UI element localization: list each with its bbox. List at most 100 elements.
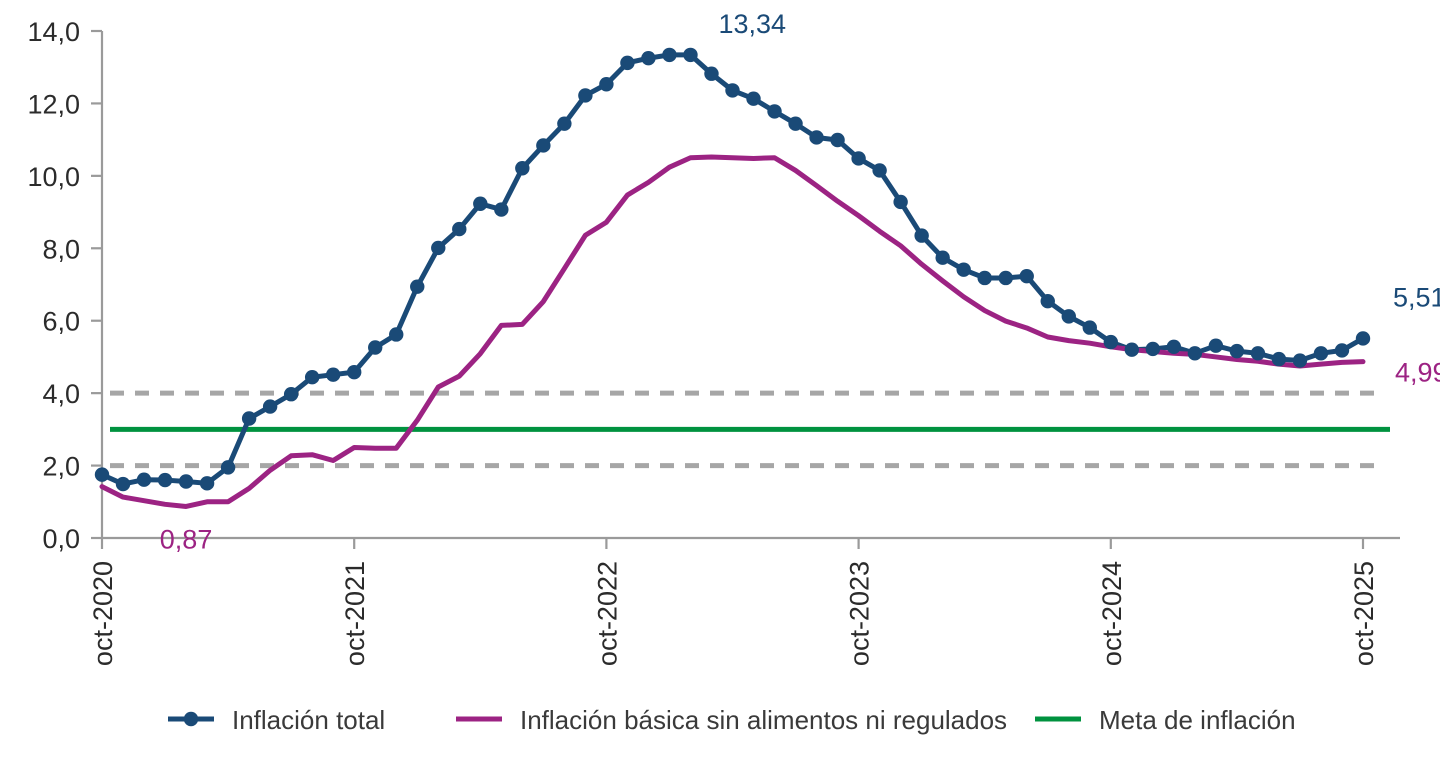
data-point-marker — [683, 47, 698, 63]
data-point-marker — [410, 279, 425, 294]
y-axis-tick-label: 6,0 — [42, 307, 80, 337]
legend-swatch-marker — [183, 711, 199, 727]
end-basica-label: 4,99 — [1395, 357, 1440, 387]
data-point-marker — [1250, 346, 1266, 361]
x-axis-tick-label: oct-2023 — [845, 561, 875, 666]
series-line-inflacion-basica — [99, 154, 1366, 509]
reference-lines-group — [110, 390, 1385, 469]
data-point-marker — [872, 163, 887, 178]
data-point-marker — [935, 250, 950, 265]
start-basica-label: 0,87 — [160, 524, 213, 554]
legend-item-label: Inflación básica sin alimentos ni regula… — [520, 705, 1007, 735]
data-point-marker — [431, 240, 446, 256]
data-annotations-group: 0,87 13,34 5,51 4,99 — [160, 9, 1440, 555]
legend-item-label: Meta de inflación — [1099, 705, 1296, 735]
y-axis-group: 0,0 2,0 4,0 6,0 8,0 10,0 12,0 14,0 — [27, 17, 104, 554]
data-point-marker — [536, 138, 551, 153]
data-point-marker — [1208, 338, 1224, 353]
data-point-marker — [325, 367, 341, 382]
data-point-marker — [599, 77, 614, 92]
data-point-marker — [641, 50, 656, 66]
data-point-marker — [1166, 339, 1182, 354]
legend-item-inflacion-total[interactable]: Inflación total — [168, 705, 385, 735]
data-point-marker — [157, 472, 173, 488]
data-point-marker — [1229, 343, 1245, 359]
data-point-marker — [1061, 309, 1076, 324]
y-axis-tick-label: 14,0 — [27, 17, 80, 47]
data-point-marker — [893, 194, 908, 210]
data-point-marker — [1124, 342, 1140, 357]
data-point-marker — [1334, 343, 1350, 358]
data-point-marker — [914, 228, 929, 243]
y-axis-tick-label: 8,0 — [42, 234, 80, 264]
data-point-marker — [94, 467, 110, 482]
x-axis-group: oct-2020 oct-2021 oct-2022 oct-2023 oct-2024… — [88, 536, 1400, 666]
x-axis-tick-label: oct-2020 — [88, 561, 118, 666]
x-axis-ticks — [100, 538, 1365, 549]
data-point-marker — [178, 474, 194, 489]
data-point-marker — [199, 476, 215, 491]
data-point-marker — [452, 221, 467, 237]
data-point-marker — [262, 399, 278, 414]
data-point-marker — [746, 91, 761, 106]
x-axis-tick-label: oct-2021 — [340, 561, 370, 666]
data-point-marker — [1355, 331, 1371, 346]
data-point-marker — [1103, 334, 1119, 350]
x-axis-tick-label: oct-2024 — [1097, 561, 1127, 666]
data-point-marker — [557, 116, 572, 131]
end-total-label: 5,51 — [1393, 282, 1440, 312]
data-point-marker — [515, 161, 530, 176]
data-point-marker — [1040, 293, 1055, 309]
data-point-marker — [220, 460, 236, 475]
data-point-marker — [767, 104, 782, 119]
data-point-marker — [1292, 353, 1308, 368]
chart-legend: Inflación total Inflación básica sin alim… — [168, 705, 1296, 735]
data-point-marker — [998, 270, 1013, 286]
series-markers-group — [94, 47, 1371, 492]
data-point-marker — [368, 340, 383, 355]
data-point-marker — [136, 472, 152, 487]
series-lines-group — [99, 52, 1366, 509]
legend-item-meta-inflacion[interactable]: Meta de inflación — [1035, 705, 1296, 735]
data-point-marker — [1271, 351, 1287, 367]
data-point-marker — [725, 83, 740, 98]
y-axis-ticks — [91, 29, 102, 540]
y-axis-tick-labels: 0,0 2,0 4,0 6,0 8,0 10,0 12,0 14,0 — [27, 17, 80, 554]
data-point-marker — [494, 202, 509, 217]
data-point-marker — [578, 88, 593, 103]
legend-item-label: Inflación total — [232, 705, 385, 735]
data-point-marker — [1313, 346, 1329, 361]
data-point-marker — [473, 196, 488, 211]
data-point-marker — [830, 132, 845, 148]
data-point-marker — [662, 47, 677, 63]
data-point-marker — [241, 411, 257, 426]
data-point-marker — [809, 130, 824, 145]
data-point-marker — [1187, 346, 1203, 361]
x-axis-tick-label: oct-2025 — [1349, 561, 1379, 666]
x-axis-tick-labels: oct-2020 oct-2021 oct-2022 oct-2023 oct-2024… — [88, 561, 1379, 666]
series-line-inflacion-total — [99, 52, 1366, 487]
data-point-marker — [788, 116, 803, 131]
peak-total-label: 13,34 — [718, 9, 786, 39]
data-point-marker — [620, 55, 635, 71]
y-axis-tick-label: 0,0 — [42, 524, 80, 554]
data-point-marker — [977, 270, 992, 286]
y-axis-tick-label: 10,0 — [27, 162, 80, 192]
data-point-marker — [851, 151, 866, 166]
y-axis-tick-label: 12,0 — [27, 89, 80, 119]
data-point-marker — [304, 370, 320, 385]
data-point-marker — [1019, 268, 1034, 284]
y-axis-tick-label: 2,0 — [42, 452, 80, 482]
y-axis-tick-label: 4,0 — [42, 379, 80, 409]
data-point-marker — [956, 262, 971, 277]
data-point-marker — [1082, 320, 1097, 335]
data-point-marker — [347, 364, 362, 380]
data-point-marker — [283, 387, 299, 402]
data-point-marker — [704, 66, 719, 81]
x-axis-tick-label: oct-2022 — [592, 561, 622, 666]
data-point-marker — [1145, 341, 1161, 357]
legend-item-inflacion-basica[interactable]: Inflación básica sin alimentos ni regula… — [456, 705, 1007, 735]
data-point-marker — [115, 476, 131, 492]
